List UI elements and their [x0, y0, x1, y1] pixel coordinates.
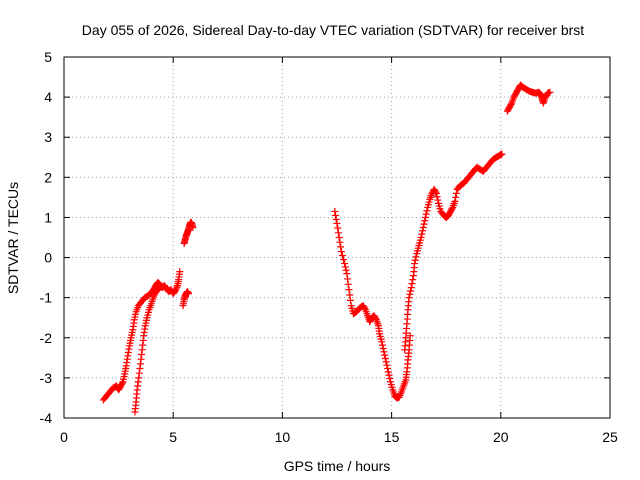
data-point-marker — [378, 338, 386, 346]
data-point-marker — [422, 210, 430, 218]
data-point-marker — [346, 291, 354, 299]
data-point-marker — [332, 215, 340, 223]
data-point-marker — [372, 314, 380, 322]
data-point-marker — [344, 275, 352, 283]
data-point-marker — [507, 100, 515, 108]
data-point-marker — [337, 243, 345, 251]
data-point-marker — [172, 285, 180, 293]
y-tick-label: -3 — [40, 370, 53, 386]
data-point-marker — [452, 193, 460, 201]
data-point-marker — [384, 368, 392, 376]
grid — [64, 57, 610, 418]
data-point-marker — [171, 286, 179, 294]
data-point-marker — [411, 256, 419, 264]
data-point-marker — [335, 234, 343, 241]
data-point-marker — [340, 256, 348, 264]
x-tick-label: 15 — [384, 429, 400, 445]
data-point-marker — [383, 361, 391, 369]
y-tick-label: 0 — [44, 250, 52, 266]
x-tick-label: 25 — [602, 429, 618, 445]
data-point-marker — [423, 207, 431, 215]
data-point-marker — [432, 188, 440, 196]
data-point-marker — [173, 283, 181, 291]
data-point-marker — [434, 196, 442, 204]
x-tick-label: 20 — [493, 429, 509, 445]
data-point-marker — [341, 263, 349, 271]
data-point-marker — [419, 223, 427, 231]
data-point-marker — [334, 224, 342, 232]
x-tick-label: 5 — [169, 429, 177, 445]
plot-frame — [63, 56, 611, 419]
data-point-marker — [409, 276, 417, 284]
y-tick-label: -2 — [40, 330, 53, 346]
data-point-marker — [334, 229, 342, 237]
y-tick-label: 3 — [44, 129, 52, 145]
data-point-marker — [418, 230, 426, 238]
data-point-marker — [406, 290, 414, 298]
data-point-marker — [333, 219, 341, 227]
data-point-marker — [381, 351, 389, 359]
axis-ticks: 0 5 10 15 20 25 -4 -3 -2 -1 0 1 2 3 4 5 — [40, 49, 618, 445]
y-axis-label: SDTVAR / TECUs — [5, 182, 21, 294]
data-point-marker — [384, 365, 392, 373]
data-point-marker — [176, 268, 184, 276]
data-point-marker — [155, 285, 163, 293]
data-point-marker — [379, 344, 387, 352]
data-point-marker — [338, 252, 346, 260]
data-point-marker — [498, 150, 506, 158]
data-point-marker — [380, 348, 388, 356]
data-point-marker — [379, 341, 386, 349]
data-point-marker — [420, 220, 428, 228]
data-point-marker — [386, 375, 394, 383]
data-point-marker — [421, 217, 429, 225]
data-point-marker — [156, 284, 164, 292]
data-point-marker — [381, 355, 389, 363]
data-point-marker — [336, 238, 344, 246]
data-point-marker — [407, 287, 415, 295]
y-tick-label: 5 — [44, 49, 52, 65]
data-point-marker — [343, 270, 351, 278]
data-point-marker — [184, 290, 192, 298]
y-tick-label: 4 — [44, 89, 52, 105]
data-point-marker — [433, 193, 441, 201]
data-point-marker — [452, 189, 460, 197]
data-point-marker — [332, 211, 340, 219]
data-point-marker — [411, 260, 419, 268]
data-point-marker — [155, 284, 163, 292]
data-point-marker — [346, 296, 354, 304]
data-point-marker — [337, 248, 345, 256]
y-tick-label: 2 — [44, 169, 52, 185]
data-point-marker — [189, 223, 197, 231]
data-point-marker — [405, 294, 413, 302]
data-point-marker — [451, 197, 459, 205]
data-point-marker — [448, 205, 456, 213]
data-point-marker — [382, 358, 390, 366]
data-point-marker — [407, 284, 415, 292]
x-axis-label: GPS time / hours — [284, 458, 391, 474]
y-tick-label: 1 — [44, 209, 52, 225]
data-point-marker — [341, 260, 349, 268]
chart-title: Day 055 of 2026, Sidereal Day-to-day VTE… — [82, 22, 584, 38]
x-tick-label: 0 — [60, 429, 68, 445]
data-point-marker — [408, 280, 416, 288]
data-point-marker — [421, 213, 429, 221]
data-point-marker — [417, 234, 425, 241]
data-point-marker — [361, 304, 369, 312]
data-point-marker — [118, 379, 126, 387]
data-point-marker — [419, 227, 427, 235]
data-point-marker — [432, 189, 440, 197]
data-point-marker — [385, 371, 393, 379]
data-point-marker — [546, 88, 554, 96]
data-point-marker — [406, 332, 414, 340]
data-point-marker — [344, 280, 352, 288]
data-point-marker — [342, 266, 350, 274]
data-points — [99, 81, 554, 416]
data-point-marker — [331, 207, 339, 215]
data-point-marker — [345, 286, 353, 294]
y-tick-label: -4 — [40, 410, 53, 426]
y-tick-label: -1 — [40, 290, 53, 306]
data-point-marker — [412, 253, 420, 261]
x-tick-label: 10 — [275, 429, 291, 445]
